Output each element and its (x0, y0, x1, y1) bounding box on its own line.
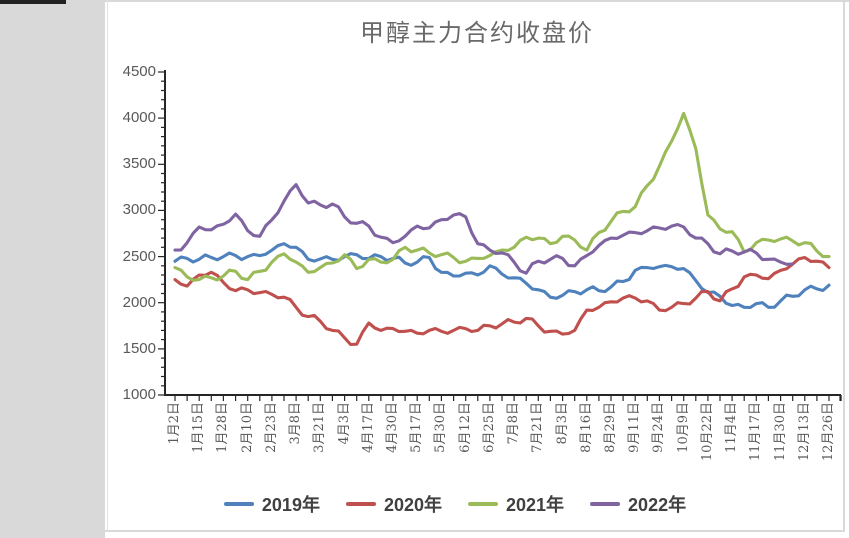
legend-item-2022[interactable]: 2022年 (590, 491, 686, 517)
x-axis-label: 1月15日 (191, 402, 207, 453)
x-axis-label: 3月8日 (288, 402, 304, 445)
x-axis-label: 10月9日 (675, 402, 691, 453)
chart-border-right (843, 0, 845, 531)
y-axis-label: 3500 (122, 155, 156, 173)
legend-line-swatch (468, 501, 498, 507)
legend-label: 2021年 (506, 495, 565, 515)
window-edge-bar (0, 0, 66, 4)
x-axis-label: 8月16日 (578, 402, 594, 453)
y-axis-label: 1500 (122, 339, 156, 357)
legend-label: 2020年 (383, 495, 442, 515)
legend: 2019年 2020年 2021年 2022年 (83, 490, 827, 518)
left-gray-panel (0, 0, 105, 538)
series-line-2021 (173, 111, 831, 282)
x-axis-label: 11月30日 (772, 402, 788, 462)
axes (158, 70, 842, 401)
x-axis-label: 8月3日 (554, 402, 570, 445)
legend-item-2019[interactable]: 2019年 (223, 491, 320, 517)
x-axis-label: 8月29日 (603, 402, 618, 453)
x-axis-label: 1月28日 (215, 402, 231, 453)
x-axis-label: 11月4日 (724, 402, 740, 453)
x-axis-label: 2月23日 (263, 402, 279, 453)
chart-title: 甲醇主力合约收盘价 (360, 19, 594, 47)
x-axis-label: 9月24日 (651, 402, 667, 453)
x-axis-label: 2月10日 (239, 402, 255, 453)
legend-line-swatch (590, 501, 621, 507)
x-axis-label: 4月30日 (385, 402, 400, 453)
y-axis-label: 2000 (122, 293, 156, 311)
x-axis-label: 5月30日 (433, 402, 449, 453)
y-axis-label: 3000 (122, 201, 156, 219)
x-axis-label: 12月13日 (796, 402, 812, 462)
x-axis-label: 7月21日 (530, 402, 546, 453)
chart-border-top (105, 0, 849, 2)
y-axis-label: 4500 (122, 63, 156, 80)
x-axis-label: 4月17日 (360, 402, 376, 453)
legend-label: 2019年 (261, 495, 320, 515)
x-axis-label: 10月22日 (699, 402, 715, 462)
y-axis-label: 1000 (122, 386, 156, 403)
x-axis-label: 4月3日 (336, 402, 352, 445)
series-line-2022 (173, 183, 795, 275)
chart-border-left (107, 0, 108, 531)
y-axis-label: 4000 (122, 109, 156, 127)
legend-line-swatch (223, 501, 254, 507)
x-axis-label: 7月8日 (506, 402, 522, 445)
x-axis-label: 5月17日 (409, 402, 425, 453)
x-axis-label: 11月17日 (748, 402, 764, 462)
x-axis-label: 3月21日 (312, 402, 328, 453)
x-axis-label: 9月11日 (627, 402, 643, 453)
legend-line-swatch (345, 501, 376, 507)
chart-border-bottom (105, 530, 845, 532)
legend-label: 2022年 (628, 495, 687, 515)
series-lines (173, 111, 831, 347)
series-line-2020 (173, 255, 831, 347)
x-axis-label: 6月25日 (481, 402, 497, 453)
x-axis-label: 6月12日 (457, 402, 473, 453)
legend-item-2020[interactable]: 2020年 (345, 491, 442, 517)
x-axis-label: 12月26日 (821, 402, 836, 462)
series-line-2019 (173, 242, 831, 310)
x-axis-label: 1月2日 (167, 402, 182, 445)
y-axis-label: 2500 (122, 247, 156, 265)
legend-item-2021[interactable]: 2021年 (468, 491, 564, 517)
